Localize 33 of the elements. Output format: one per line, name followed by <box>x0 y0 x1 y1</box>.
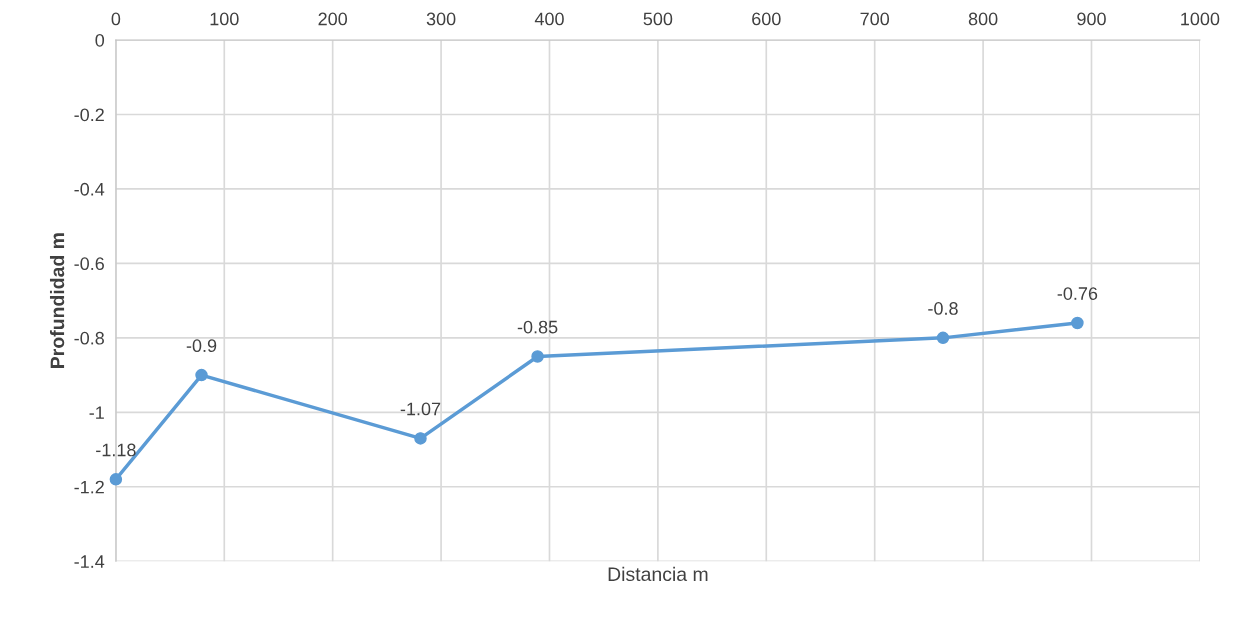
data-label: -0.85 <box>517 320 558 334</box>
y-tick-label: 0 <box>95 33 105 47</box>
data-label: -0.9 <box>186 339 217 353</box>
x-tick-label: 900 <box>1077 12 1106 26</box>
y-tick-label: -0.8 <box>74 331 104 345</box>
x-axis-title: Distancia m <box>608 566 708 582</box>
x-tick-label: 0 <box>111 12 121 26</box>
x-tick-label: 1000 <box>1181 12 1220 26</box>
x-tick-label: 200 <box>318 12 348 26</box>
point <box>109 473 123 486</box>
x-tick-label: 400 <box>534 12 564 26</box>
x-tick-label: 500 <box>643 12 673 26</box>
data-label: -1.07 <box>400 402 441 416</box>
y-axis-title: Profundidad m <box>49 233 65 368</box>
x-tick-label: 600 <box>752 12 781 26</box>
y-tick-label: -0.6 <box>74 257 104 271</box>
x-tick-label: 800 <box>968 12 998 26</box>
y-tick-label: -1 <box>89 406 104 419</box>
x-tick-label: 700 <box>860 12 890 26</box>
y-tick-label: -1.2 <box>74 480 104 494</box>
point <box>1071 316 1084 330</box>
data-label: -1.18 <box>96 443 136 457</box>
x-tick-label: 100 <box>210 12 239 26</box>
data-label: -0.76 <box>1057 287 1098 300</box>
y-tick-label: -0.2 <box>74 108 104 122</box>
y-tick-label: -0.4 <box>74 182 105 196</box>
data-label: -0.8 <box>928 302 958 315</box>
point <box>414 432 427 445</box>
point <box>195 368 208 382</box>
x-tick-label: 300 <box>426 12 456 26</box>
point <box>531 350 544 363</box>
point <box>936 331 950 345</box>
y-tick-label: -1.4 <box>74 555 105 568</box>
